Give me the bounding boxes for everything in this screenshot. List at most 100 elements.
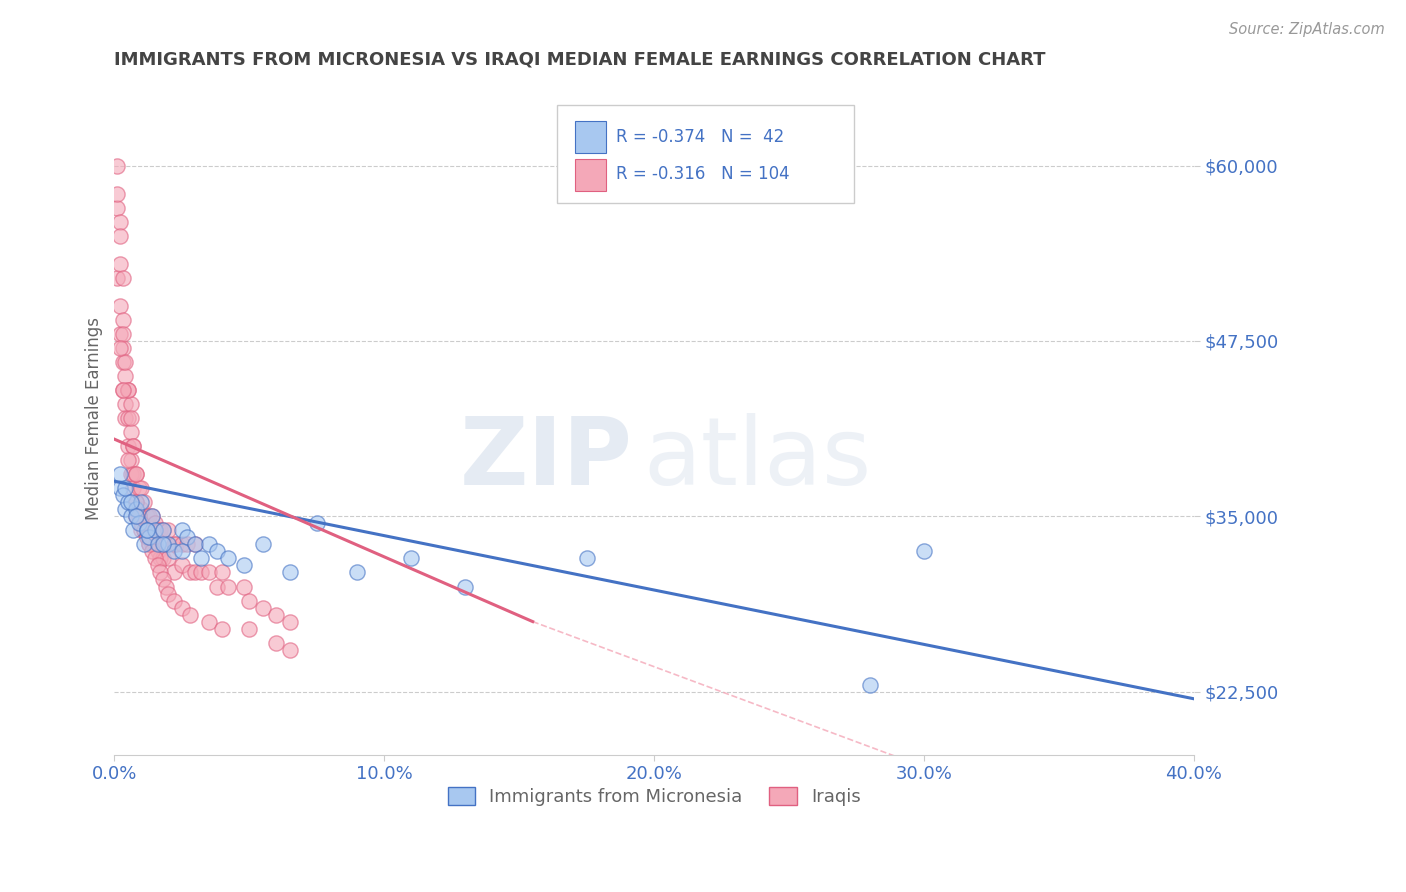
Point: [125, 467, 148, 482]
Point: [152, 573, 174, 587]
Point: [111, 383, 134, 397]
Point: [217, 580, 239, 594]
Point: [105, 186, 128, 201]
Point: [152, 524, 174, 538]
Point: [105, 270, 128, 285]
Point: [179, 566, 201, 580]
Point: [132, 537, 155, 551]
Point: [141, 509, 163, 524]
Point: [211, 622, 233, 636]
Point: [143, 537, 166, 551]
Point: [108, 326, 131, 341]
Point: [143, 524, 166, 538]
Point: [184, 537, 207, 551]
Point: [141, 544, 163, 558]
Legend: Immigrants from Micronesia, Iraqis: Immigrants from Micronesia, Iraqis: [440, 780, 868, 814]
Point: [138, 537, 160, 551]
Text: ZIP: ZIP: [460, 412, 633, 505]
Point: [859, 678, 882, 692]
Point: [122, 467, 145, 482]
Point: [155, 537, 177, 551]
Point: [217, 551, 239, 566]
Point: [278, 615, 301, 629]
Point: [111, 383, 134, 397]
Point: [184, 566, 207, 580]
Point: [176, 537, 198, 551]
Point: [146, 537, 169, 551]
Point: [141, 537, 163, 551]
Point: [125, 509, 148, 524]
Point: [128, 509, 150, 524]
Point: [122, 481, 145, 495]
Point: [152, 524, 174, 538]
Point: [170, 544, 193, 558]
Point: [176, 530, 198, 544]
Point: [122, 439, 145, 453]
Point: [163, 566, 186, 580]
Point: [122, 524, 145, 538]
Point: [278, 566, 301, 580]
Point: [157, 586, 180, 600]
Point: [266, 607, 288, 622]
Point: [141, 509, 163, 524]
Point: [143, 551, 166, 566]
Point: [108, 467, 131, 482]
Point: [198, 537, 221, 551]
Point: [125, 502, 148, 516]
Point: [155, 580, 177, 594]
Point: [111, 326, 134, 341]
Point: [114, 397, 136, 411]
Point: [108, 228, 131, 243]
Point: [117, 411, 139, 425]
Point: [135, 524, 157, 538]
Point: [131, 516, 153, 531]
Point: [146, 524, 169, 538]
Point: [111, 313, 134, 327]
Point: [152, 537, 174, 551]
Point: [105, 201, 128, 215]
Point: [125, 509, 148, 524]
FancyBboxPatch shape: [557, 105, 853, 202]
Point: [138, 530, 160, 544]
Point: [346, 566, 368, 580]
Point: [138, 537, 160, 551]
Point: [128, 516, 150, 531]
Point: [117, 383, 139, 397]
Point: [114, 411, 136, 425]
Point: [132, 524, 155, 538]
Point: [454, 580, 477, 594]
Point: [125, 509, 148, 524]
Text: atlas: atlas: [644, 412, 872, 505]
Bar: [575, 121, 606, 153]
Point: [120, 509, 142, 524]
Point: [120, 425, 142, 439]
Point: [152, 551, 174, 566]
Point: [401, 551, 423, 566]
Point: [131, 495, 153, 509]
Point: [105, 159, 128, 173]
Point: [575, 551, 598, 566]
Point: [135, 530, 157, 544]
Point: [238, 593, 260, 607]
Point: [266, 635, 288, 649]
Point: [131, 481, 153, 495]
Point: [146, 558, 169, 573]
Point: [157, 524, 180, 538]
Point: [149, 566, 172, 580]
Point: [111, 341, 134, 355]
Point: [157, 537, 180, 551]
Point: [120, 411, 142, 425]
Point: [190, 551, 212, 566]
Point: [111, 270, 134, 285]
Text: Source: ZipAtlas.com: Source: ZipAtlas.com: [1229, 22, 1385, 37]
Point: [238, 622, 260, 636]
Point: [108, 299, 131, 313]
Point: [278, 642, 301, 657]
Point: [233, 558, 256, 573]
Point: [125, 495, 148, 509]
Point: [179, 607, 201, 622]
Point: [170, 600, 193, 615]
Point: [114, 481, 136, 495]
Point: [117, 439, 139, 453]
Point: [131, 502, 153, 516]
